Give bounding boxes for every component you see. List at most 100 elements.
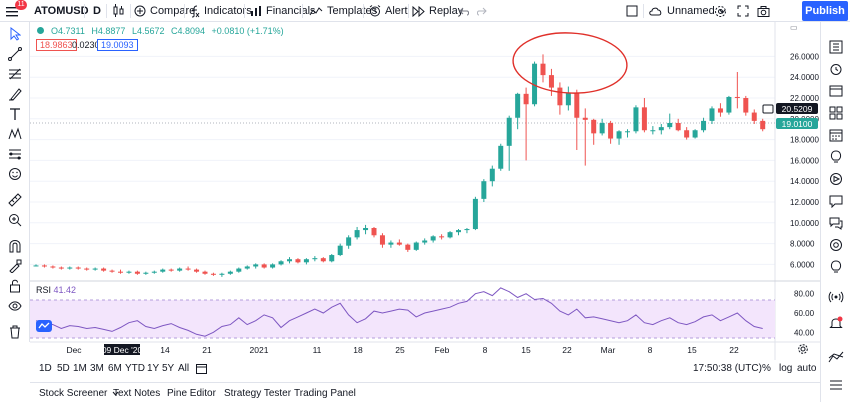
- price-tag-marker: [762, 104, 774, 114]
- candle-body: [227, 271, 233, 274]
- candle-body: [287, 259, 292, 262]
- snapshot-button[interactable]: [757, 3, 770, 19]
- replay-icon: [412, 5, 425, 17]
- log-toggle[interactable]: log: [779, 363, 793, 374]
- buy-price-box[interactable]: 19.0093: [97, 39, 138, 51]
- fib-retracement-icon[interactable]: [7, 66, 23, 82]
- candle-body: [667, 122, 673, 128]
- range-5y[interactable]: 5Y: [162, 363, 175, 374]
- settings-button[interactable]: [714, 3, 727, 19]
- range-1y[interactable]: 1Y: [147, 363, 160, 374]
- templates-button[interactable]: Templates: [309, 3, 377, 19]
- range-1d[interactable]: 1D: [39, 363, 52, 374]
- trend-line-icon[interactable]: [7, 46, 23, 62]
- layout-select-button[interactable]: [626, 3, 638, 19]
- indicators-button[interactable]: Indicators: [190, 3, 252, 19]
- chart-grid: [30, 55, 775, 265]
- alert-button[interactable]: Alert: [369, 3, 408, 19]
- candle-body: [92, 268, 98, 270]
- trash-icon[interactable]: [7, 324, 23, 340]
- time-tick-label: 18: [353, 345, 363, 355]
- alerts-clock-icon[interactable]: [827, 60, 845, 78]
- symbol-search[interactable]: ATOMUSD: [34, 5, 89, 17]
- candle-body: [506, 117, 512, 146]
- chart-type-button[interactable]: [113, 3, 125, 19]
- replay-button[interactable]: Replay: [412, 3, 463, 19]
- text-tool-icon[interactable]: [7, 106, 23, 122]
- cursor-icon[interactable]: [7, 26, 23, 42]
- circle-annotation[interactable]: [512, 30, 629, 96]
- time-tick-label: 21: [202, 345, 212, 355]
- redo-button[interactable]: [476, 3, 487, 19]
- chart-visibility-icon[interactable]: [36, 26, 45, 37]
- lightbulb-tips-icon[interactable]: [827, 258, 845, 276]
- streams-icon[interactable]: [827, 170, 845, 188]
- time-tick-label: 8: [483, 345, 488, 355]
- lock-drawings-icon[interactable]: [7, 258, 23, 274]
- candle-body: [608, 122, 614, 139]
- tab-pine-editor[interactable]: Pine Editor: [167, 388, 216, 399]
- menu-lines-icon[interactable]: [827, 376, 845, 394]
- auto-toggle[interactable]: auto: [797, 363, 817, 374]
- range-all[interactable]: All: [178, 363, 190, 374]
- time-axis-settings-icon[interactable]: [798, 344, 808, 354]
- help-icon[interactable]: [827, 236, 845, 254]
- clock[interactable]: 17:50:38 (UTC): [693, 363, 762, 374]
- tab-trading-panel[interactable]: Trading Panel: [294, 388, 356, 399]
- pattern-icon[interactable]: [7, 126, 23, 142]
- candle-body: [540, 63, 546, 76]
- interval-button[interactable]: D: [93, 5, 101, 17]
- candle-body: [413, 242, 419, 250]
- sell-price-box[interactable]: 18.9863: [36, 39, 77, 51]
- range-5d[interactable]: 5D: [57, 363, 70, 374]
- range-3m[interactable]: 3M: [90, 363, 104, 374]
- cloud-icon: [649, 7, 662, 16]
- ruler-icon[interactable]: [7, 192, 23, 208]
- compare-button[interactable]: Compare: [134, 3, 195, 19]
- prediction-icon[interactable]: [7, 146, 23, 162]
- time-tick-label: 14: [160, 345, 170, 355]
- undo-button[interactable]: [459, 3, 470, 19]
- percent-toggle[interactable]: %: [762, 363, 771, 374]
- calendar-icon[interactable]: [827, 126, 845, 144]
- candle-body: [650, 130, 656, 132]
- range-1m[interactable]: 1M: [73, 363, 87, 374]
- goto-date-button[interactable]: [196, 363, 207, 377]
- layout-name: Unnamed: [667, 5, 715, 17]
- brush-icon[interactable]: [7, 86, 23, 102]
- tab-strategy-tester[interactable]: Strategy Tester: [224, 388, 292, 399]
- fullscreen-button[interactable]: [737, 3, 749, 19]
- broadcast-icon[interactable]: [827, 288, 845, 306]
- eye-icon[interactable]: [7, 298, 23, 314]
- lock-icon[interactable]: [7, 278, 23, 294]
- candle-body: [447, 232, 453, 238]
- time-tick-label: 22: [562, 345, 572, 355]
- chart-pattern-icon[interactable]: [827, 348, 845, 366]
- notifications-bell-icon[interactable]: [827, 314, 845, 332]
- range-ytd[interactable]: YTD: [125, 363, 145, 374]
- price-chart[interactable]: 26.000024.000022.000020.000018.000016.00…: [30, 22, 820, 360]
- candle-body: [591, 119, 597, 134]
- candle-body: [354, 230, 360, 238]
- watchlist-icon[interactable]: [827, 38, 845, 56]
- candle-body: [219, 273, 225, 275]
- financials-button[interactable]: Financials: [250, 3, 316, 19]
- magnet-icon[interactable]: [7, 238, 23, 254]
- zoom-in-icon[interactable]: [7, 212, 23, 228]
- publish-button[interactable]: Publish: [802, 1, 848, 21]
- data-window-icon[interactable]: [827, 82, 845, 100]
- fx-icon: [191, 5, 200, 17]
- ideas-lightbulb-icon[interactable]: [827, 148, 845, 166]
- chats-icon[interactable]: [827, 192, 845, 210]
- alarm-clock-icon: [369, 5, 381, 17]
- hotlists-icon[interactable]: [827, 104, 845, 122]
- range-6m[interactable]: 6M: [108, 363, 122, 374]
- menu-button[interactable]: [6, 3, 18, 19]
- tab-text-notes[interactable]: Text Notes: [113, 388, 161, 399]
- date-range-bar: 1D 5D 1M 3M 6M YTD 1Y 5Y All 17:50:38 (U…: [30, 360, 820, 382]
- pane-collapse-icon[interactable]: ▭: [790, 23, 798, 32]
- emoji-icon[interactable]: [7, 166, 23, 182]
- private-chats-icon[interactable]: [827, 214, 845, 232]
- candle-body: [202, 271, 208, 274]
- tab-stock-screener[interactable]: Stock Screener: [39, 388, 119, 399]
